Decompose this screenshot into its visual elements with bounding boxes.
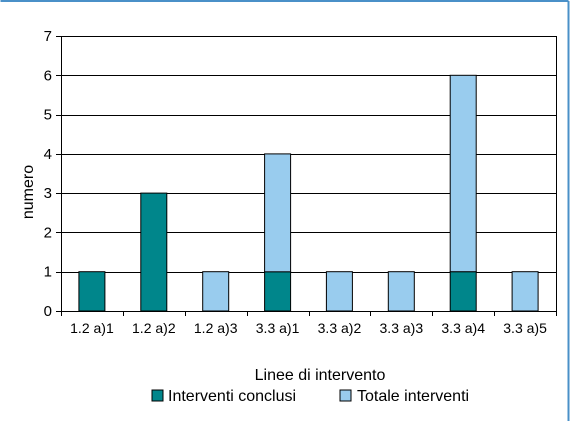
legend-swatch bbox=[339, 389, 352, 402]
x-tick-label: 3.3 a)4 bbox=[441, 320, 485, 336]
x-tick-label: 1.2 a)3 bbox=[194, 320, 238, 336]
y-tick-label: 1 bbox=[44, 264, 52, 281]
legend: Interventi conclusi Totale interventi bbox=[151, 388, 469, 405]
bars bbox=[78, 74, 539, 312]
x-tick-label: 1.2 a)2 bbox=[132, 320, 176, 336]
bar bbox=[140, 192, 168, 312]
bar bbox=[325, 271, 353, 312]
y-tick-label: 5 bbox=[44, 107, 52, 124]
bar bbox=[449, 271, 477, 312]
y-tick-label: 7 bbox=[44, 28, 52, 45]
x-axis-label: Linee di intervento bbox=[255, 367, 386, 384]
y-tick-label: 2 bbox=[44, 224, 52, 241]
legend-label: Totale interventi bbox=[357, 388, 469, 405]
y-tick-label: 6 bbox=[44, 67, 52, 84]
legend-label: Interventi conclusi bbox=[168, 388, 296, 405]
y-tick-label: 0 bbox=[44, 303, 52, 320]
bar bbox=[449, 74, 477, 273]
x-tick-label: 3.3 a)5 bbox=[503, 320, 547, 336]
y-tick-label: 3 bbox=[44, 185, 52, 202]
bar bbox=[264, 153, 292, 273]
bar bbox=[511, 271, 539, 312]
bar bbox=[264, 271, 292, 312]
bar bbox=[202, 271, 230, 312]
y-axis-label: numero bbox=[20, 165, 37, 219]
bar bbox=[78, 271, 106, 312]
x-tick-label: 3.3 a)3 bbox=[380, 320, 424, 336]
legend-swatch bbox=[151, 389, 164, 402]
x-tick-labels: 1.2 a)1 1.2 a)2 1.2 a)3 3.3 a)1 3.3 a)2 3.3 a… bbox=[70, 320, 547, 336]
axes bbox=[56, 36, 557, 316]
bar bbox=[387, 271, 415, 312]
x-tick-label: 3.3 a)2 bbox=[318, 320, 362, 336]
x-tick-label: 1.2 a)1 bbox=[70, 320, 114, 336]
y-tick-label: 4 bbox=[44, 146, 52, 163]
x-tick-label: 3.3 a)1 bbox=[256, 320, 300, 336]
y-tick-labels: 0 1 2 3 4 5 6 7 bbox=[44, 28, 52, 320]
